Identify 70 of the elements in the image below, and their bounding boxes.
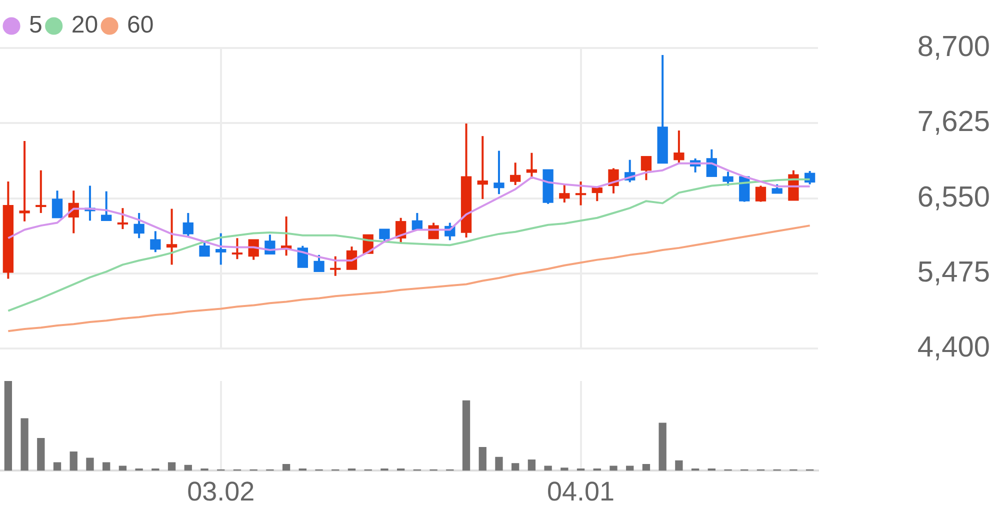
candlestick <box>134 212 144 240</box>
bar <box>152 468 160 471</box>
bar <box>626 466 634 471</box>
bar <box>282 464 290 471</box>
bar <box>528 460 536 471</box>
bar <box>560 468 568 471</box>
candlestick <box>477 135 488 200</box>
bar <box>495 456 503 471</box>
candlestick <box>575 180 586 206</box>
bar <box>102 462 110 471</box>
bar <box>396 468 405 471</box>
bar <box>86 458 94 471</box>
candlestick <box>216 232 226 266</box>
candlestick <box>494 150 504 196</box>
x-tick-label: 03.02 <box>187 476 255 506</box>
candlestick <box>232 237 243 260</box>
bar <box>544 466 552 471</box>
bar <box>610 466 618 471</box>
bar <box>576 468 585 471</box>
candlestick <box>772 183 782 194</box>
bar <box>135 468 143 471</box>
candlestick <box>314 254 324 273</box>
bar <box>462 400 470 471</box>
bar <box>53 462 62 471</box>
candlestick <box>52 190 63 219</box>
candlestick <box>379 228 390 243</box>
bar <box>593 468 601 471</box>
bar <box>184 464 192 471</box>
candlestick <box>330 255 341 277</box>
bar <box>37 438 45 471</box>
bar <box>298 468 306 471</box>
bar <box>200 468 208 471</box>
legend-label: 5 <box>29 12 42 39</box>
candlestick <box>640 155 652 182</box>
candlestick <box>592 186 602 202</box>
bar <box>478 446 486 471</box>
bar <box>20 418 28 471</box>
candlestick <box>166 208 178 266</box>
candlestick <box>101 190 112 222</box>
y-tick-label: 4,400 <box>917 332 990 364</box>
candlestick <box>117 207 128 230</box>
y-tick-label: 8,700 <box>917 31 990 63</box>
legend-label: 20 <box>71 12 98 39</box>
bar <box>691 468 700 471</box>
bar <box>642 464 650 471</box>
candlestick <box>36 169 46 214</box>
candlestick <box>510 162 521 186</box>
bar <box>512 463 520 471</box>
candlestick <box>19 140 30 222</box>
bar <box>168 462 176 471</box>
candlestick <box>297 244 308 269</box>
candlestick <box>182 212 194 238</box>
bar <box>380 468 388 471</box>
bar <box>708 468 716 471</box>
bar <box>675 460 683 471</box>
candlestick <box>150 230 161 254</box>
bar <box>658 422 666 471</box>
legend-label: 60 <box>127 12 154 39</box>
bar <box>4 381 12 471</box>
candlestick <box>755 184 766 203</box>
candlestick <box>674 129 684 164</box>
bar <box>348 468 356 471</box>
x-tick-label: 04.01 <box>546 476 615 506</box>
y-tick-label: 7,625 <box>917 106 990 138</box>
bar <box>70 451 78 471</box>
y-tick-label: 6,550 <box>917 181 990 214</box>
candlestick <box>526 152 538 180</box>
bar <box>118 466 127 471</box>
candlestick <box>559 183 570 204</box>
y-tick-label: 5,475 <box>917 256 990 288</box>
